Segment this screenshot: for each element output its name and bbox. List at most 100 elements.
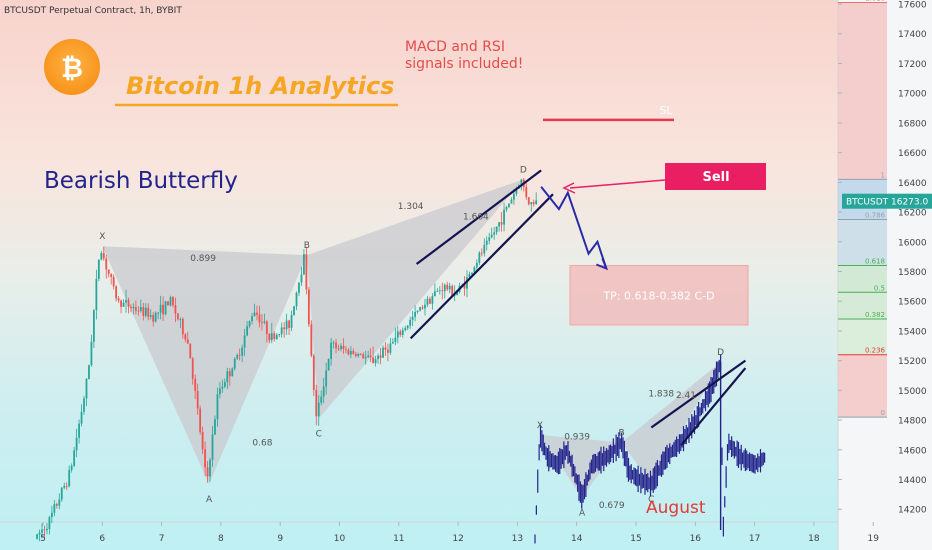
candle-body [154, 312, 157, 322]
bitcoin-logo-icon: ₿ [44, 39, 100, 95]
candle-body [335, 342, 337, 349]
candle-body [471, 272, 473, 275]
candle-body [503, 209, 505, 225]
candle-body [394, 337, 397, 342]
candle-body [206, 467, 209, 477]
candle-body [396, 331, 399, 338]
candle-body [246, 326, 248, 336]
symbol-line: BTCUSDT Perpetual Contract, 1h, BYBIT [4, 6, 182, 16]
candle-body [75, 437, 78, 451]
candle-body [374, 359, 377, 364]
y-tick-label: 14600 [898, 446, 927, 456]
candle-body [199, 408, 202, 432]
y-tick-label: 17600 [898, 1, 927, 11]
candle-body [83, 398, 85, 412]
channel-line [415, 169, 542, 265]
candle-body [263, 321, 266, 323]
candle-body [130, 306, 132, 309]
pattern-point-label: B [304, 241, 310, 251]
candle-body [364, 356, 367, 359]
sell-box[interactable] [665, 163, 766, 190]
candle-body [201, 431, 204, 450]
time-axis[interactable]: 5 6 7 8 9 10 11 12 13 14 15 16 17 18 19 [40, 522, 879, 544]
candle-body [221, 386, 224, 389]
candle-body [174, 305, 177, 314]
fib-level-label: 0.236 [865, 347, 886, 355]
candle-body [251, 316, 253, 322]
candle-body [399, 331, 402, 335]
candle-body [505, 206, 508, 210]
price-axis[interactable]: 14200 14400 14600 14800 15000 15200 15400 15600… [838, 1, 927, 516]
candle-body [525, 187, 528, 198]
sell-label: Sell [702, 170, 729, 185]
candle-body [424, 304, 426, 309]
candle-body [382, 347, 384, 358]
candle-body [283, 327, 286, 330]
candle-body [369, 355, 372, 358]
candle-body [142, 307, 145, 316]
candle-body [389, 343, 392, 353]
candle-body [149, 314, 152, 317]
candle-body [261, 322, 263, 324]
candle-body [485, 240, 488, 245]
candle-body [317, 402, 320, 417]
take-profit-zone: TP: 0.618-0.382 C-D [569, 265, 749, 326]
x-tick-label: 11 [393, 534, 404, 544]
candle-body [228, 371, 231, 377]
candle-body [352, 351, 355, 354]
price-badge-value: 16273.0 [891, 198, 928, 208]
candle-body [280, 327, 283, 335]
x-tick-label: 19 [867, 534, 879, 544]
fib-retracement: 1.618 1 0.786 0.618 0.5 0.382 0.236 0 [838, 0, 887, 418]
candle-body [73, 450, 76, 466]
candle-body [515, 188, 518, 194]
candle-body [97, 259, 100, 279]
fib-level-label: 1 [881, 171, 885, 179]
y-tick-label: 14200 [898, 506, 927, 516]
channel-line [409, 193, 554, 340]
candle-body [46, 528, 48, 531]
candle-body [236, 355, 239, 359]
candle-body [527, 197, 530, 205]
candle-body [231, 368, 234, 377]
candle-body [520, 179, 523, 186]
candle-body [233, 358, 236, 369]
candle-body [426, 298, 429, 305]
y-tick-label: 16200 [898, 209, 927, 219]
candle-body [135, 307, 137, 311]
pattern-name: Bearish Butterfly [44, 168, 238, 194]
y-tick-label: 17200 [898, 60, 927, 70]
last-price-badge: BTCUSDT 16273.0 [842, 193, 932, 209]
candle-body [110, 273, 113, 277]
candle-body [312, 355, 315, 390]
candle-body [411, 316, 414, 320]
pattern-bcd-triangle [306, 179, 524, 419]
candle-body [436, 291, 439, 292]
x-tick-label: 7 [159, 534, 165, 544]
candle-body [532, 202, 535, 205]
fib-band [838, 265, 887, 293]
x-tick-label: 5 [40, 534, 46, 544]
pattern-xab-triangle [102, 246, 307, 484]
y-tick-label: 16400 [898, 179, 927, 189]
candle-body [387, 349, 389, 353]
candle-body [253, 312, 256, 317]
sell-signal[interactable]: Sell [562, 163, 766, 194]
candle-body [256, 312, 258, 315]
candle-body [179, 318, 182, 320]
candle-body [214, 419, 216, 435]
candle-body [50, 512, 53, 518]
candle-body [500, 222, 503, 225]
candle-body [325, 370, 328, 387]
candle-body [295, 292, 298, 307]
august-ratio-label: 0.679 [599, 501, 625, 511]
candle-body [367, 355, 370, 357]
candle-body [453, 295, 456, 296]
candle-body [60, 487, 63, 500]
candle-body [480, 252, 483, 254]
candle-body [421, 307, 424, 309]
candle-body [38, 532, 41, 535]
x-tick-label: 12 [452, 534, 463, 544]
y-tick-label: 15800 [898, 268, 927, 278]
